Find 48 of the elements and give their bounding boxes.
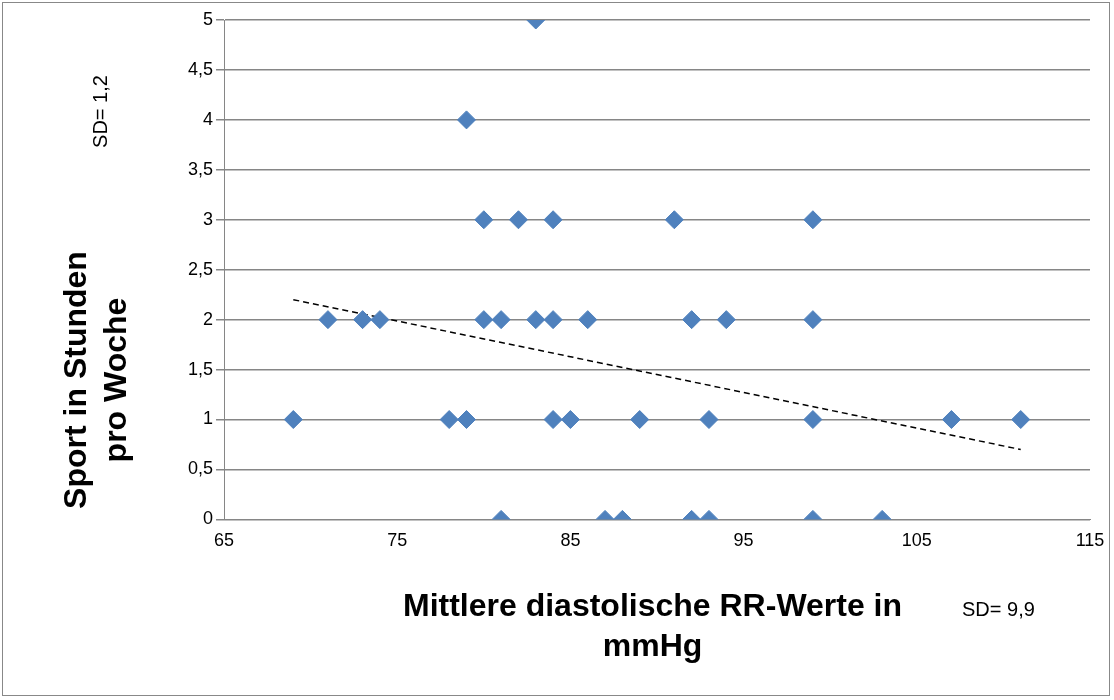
y-tick-label: 0,5 [187, 458, 214, 479]
point [1011, 410, 1031, 430]
point [543, 310, 563, 330]
point [716, 310, 736, 330]
point [474, 310, 494, 330]
text: SD= 9,9 [962, 598, 1035, 621]
y-tick-label: 3,5 [187, 158, 214, 179]
point [664, 210, 684, 230]
point [457, 110, 476, 130]
y-tick-label: 4,5 [187, 58, 214, 79]
x-axis-title: Mittlere diastolische RR-Werte in mmHg [401, 586, 904, 665]
point [560, 410, 580, 430]
point [630, 410, 650, 430]
y-tick-label: 2,5 [187, 258, 214, 279]
point [941, 410, 961, 430]
point [439, 410, 459, 430]
y-tick-label: 0 [203, 508, 214, 529]
point [803, 210, 823, 230]
y-tick-label: 1 [203, 408, 214, 429]
point [508, 210, 528, 230]
y-tick-label: 3 [203, 208, 214, 229]
point [457, 410, 476, 430]
point [370, 310, 390, 330]
point [353, 310, 373, 330]
x-tick-label: 65 [214, 530, 235, 551]
point [491, 310, 511, 330]
x-tick-label: 95 [733, 530, 754, 551]
point [543, 210, 563, 230]
point [318, 310, 338, 330]
point [578, 310, 598, 330]
point [543, 410, 563, 430]
point [526, 310, 546, 330]
y-tick-label: 1,5 [187, 358, 214, 379]
point [803, 310, 823, 330]
y-tick-label: 4 [203, 108, 214, 129]
point [682, 310, 702, 330]
x-tick-label: 105 [901, 530, 932, 551]
x-tick-label: 85 [560, 530, 581, 551]
point [283, 410, 303, 430]
text: SD= 1,2 [88, 74, 112, 150]
point [803, 410, 823, 430]
y-axis-title: Sport in Stunden pro Woche [56, 250, 134, 511]
x-tick-label: 75 [387, 530, 408, 551]
point [699, 410, 719, 430]
y-tick-label: 5 [203, 8, 214, 29]
x-tick-label: 115 [1075, 530, 1105, 551]
y-tick-label: 2 [203, 308, 214, 329]
point [474, 210, 494, 230]
